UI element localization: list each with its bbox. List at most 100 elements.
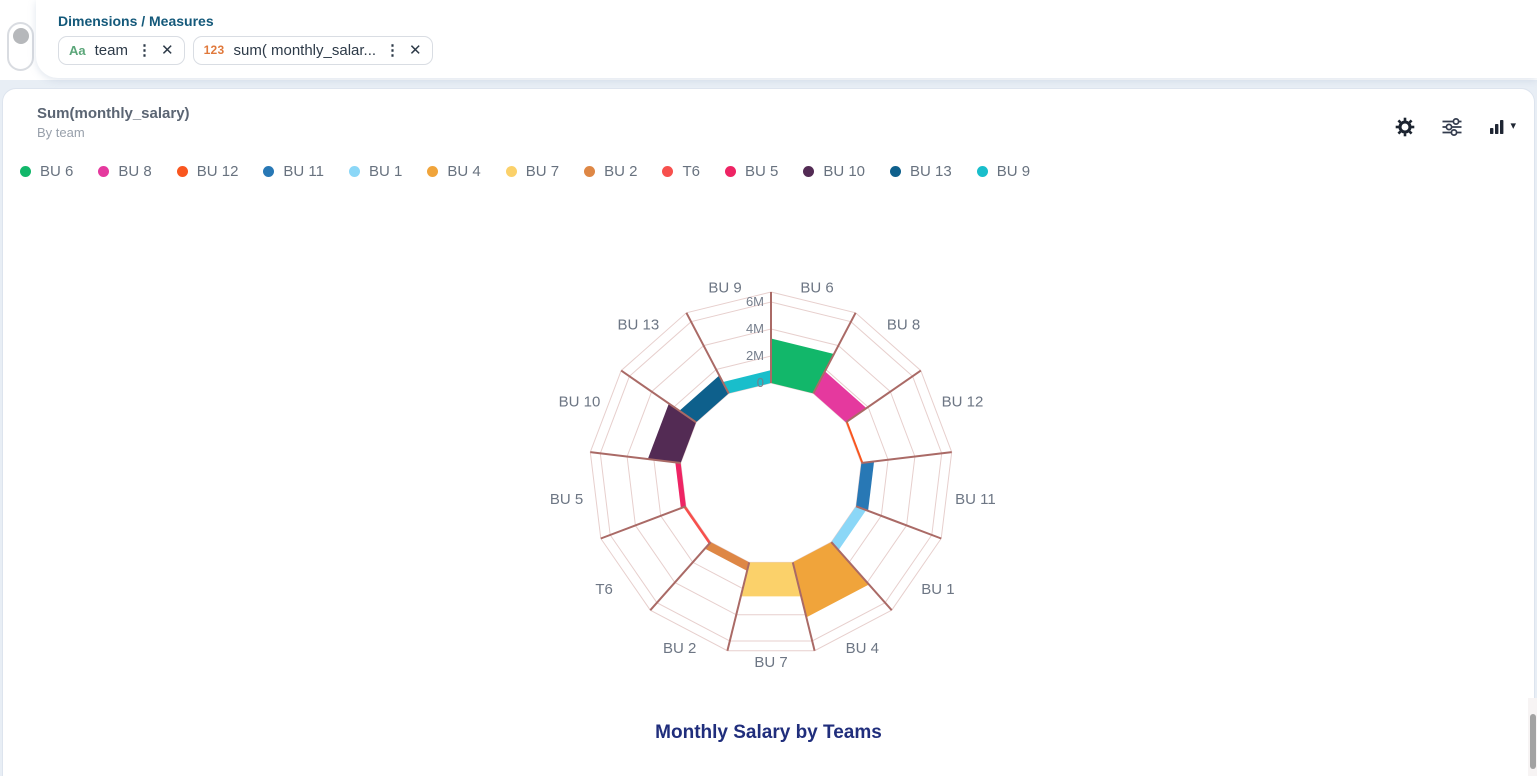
legend-item[interactable]: BU 13 xyxy=(890,163,952,180)
toggle-knob-icon xyxy=(12,28,29,44)
sector-bar[interactable] xyxy=(679,375,729,423)
category-label: BU 7 xyxy=(754,654,787,671)
card-toolbar: ▾ xyxy=(1395,113,1516,140)
legend-dot-icon xyxy=(584,165,596,177)
chart-card: Sum(monthly_salary) By team xyxy=(2,88,1535,776)
legend-item[interactable]: BU 1 xyxy=(349,163,402,180)
settings-button[interactable] xyxy=(1395,117,1415,137)
sector-bar[interactable] xyxy=(845,421,864,464)
category-label: BU 10 xyxy=(559,393,601,410)
bar-chart-icon xyxy=(1490,119,1504,134)
legend-label: BU 10 xyxy=(823,162,866,180)
grid-ring xyxy=(599,301,943,642)
grid-ring xyxy=(589,291,953,652)
category-label: BU 12 xyxy=(942,393,984,410)
legend-dot-icon xyxy=(803,165,815,177)
sector-divider xyxy=(726,562,751,651)
sector-bar[interactable] xyxy=(831,506,867,551)
sector-bar[interactable] xyxy=(675,462,686,509)
grid-ring xyxy=(626,328,916,616)
legend-item[interactable]: BU 9 xyxy=(976,162,1031,180)
legend-dot-icon xyxy=(98,165,110,177)
sector-bar[interactable] xyxy=(683,506,711,545)
sector-divider xyxy=(600,505,687,540)
top-band: Dimensions / Measures Aa team ⋮ ✕ 123 su… xyxy=(0,0,1537,80)
chip-label: team xyxy=(94,41,128,59)
legend-label: BU 5 xyxy=(744,162,779,180)
legend-item[interactable]: BU 12 xyxy=(176,162,239,180)
sector-divider xyxy=(649,541,712,611)
legend-dot-icon xyxy=(662,165,674,177)
legend-label: BU 7 xyxy=(525,162,560,180)
card-title: Sum(monthly_salary) xyxy=(37,105,190,122)
category-label: BU 4 xyxy=(846,640,879,657)
legend-dot-icon xyxy=(976,165,988,177)
chip-remove-icon[interactable]: ✕ xyxy=(160,42,174,59)
radial-tick-label: 6M xyxy=(746,294,764,309)
dimension-chip-team[interactable]: Aa team ⋮ ✕ xyxy=(58,36,185,65)
scrollbar-thumb[interactable] xyxy=(1530,714,1536,769)
card-subtitle: By team xyxy=(37,125,85,140)
chart-title: Monthly Salary by Teams xyxy=(655,722,882,743)
text-type-icon: Aa xyxy=(69,42,86,58)
sector-bar[interactable] xyxy=(771,338,834,394)
category-label: BU 1 xyxy=(921,581,954,598)
legend-label: BU 11 xyxy=(283,162,324,180)
category-label: BU 13 xyxy=(618,316,660,333)
sector-divider xyxy=(861,451,952,464)
filters-button[interactable] xyxy=(1441,117,1463,137)
radial-tick-label: 4M xyxy=(746,321,764,336)
sector-divider xyxy=(845,369,922,424)
radial-tick-label: 2M xyxy=(746,348,764,363)
chip-remove-icon[interactable]: ✕ xyxy=(409,42,422,59)
legend-label: BU 9 xyxy=(996,162,1031,180)
category-label: BU 8 xyxy=(887,316,920,333)
legend-item[interactable]: BU 8 xyxy=(98,163,152,180)
chart-type-button[interactable]: ▾ xyxy=(1489,119,1516,135)
sector-divider xyxy=(812,312,857,394)
chart-legend: BU 6 BU 8 BU 12 BU 11 BU 1 BU 4 BU 7 BU 2 T6 BU 5… xyxy=(3,162,1534,180)
category-label: BU 9 xyxy=(708,279,741,296)
category-label: BU 6 xyxy=(800,279,833,296)
sector-divider xyxy=(791,562,816,651)
sector-bar[interactable] xyxy=(792,542,869,618)
legend-dot-icon xyxy=(724,165,736,177)
sector-bar[interactable] xyxy=(647,403,697,464)
legend-item[interactable]: T6 xyxy=(662,163,700,180)
legend-item[interactable]: BU 7 xyxy=(505,162,560,180)
grid-ring xyxy=(653,355,889,590)
category-label: BU 2 xyxy=(663,640,696,657)
sector-bar[interactable] xyxy=(856,461,875,511)
legend-item[interactable]: BU 11 xyxy=(263,163,324,180)
chip-menu-icon[interactable]: ⋮ xyxy=(136,42,152,59)
collapse-toggle[interactable] xyxy=(7,22,34,71)
legend-item[interactable]: BU 4 xyxy=(427,162,481,180)
polar-chart-svg: 0 2M 4M 6M BU 6 BU 8 BU 12 BU 11 BU 1 BU 4 BU 7 BU … xyxy=(550,279,996,671)
legend-item[interactable]: BU 2 xyxy=(584,163,637,180)
sector-bar[interactable] xyxy=(813,371,867,423)
measure-chip-sum-monthly-salary[interactable]: 123 sum( monthly_salar... ⋮ ✕ xyxy=(192,36,433,65)
sector-divider xyxy=(590,451,681,464)
legend-item[interactable]: BU 5 xyxy=(724,162,779,180)
legend-item[interactable]: BU 10 xyxy=(803,163,865,180)
panel-title: Dimensions / Measures xyxy=(58,13,214,29)
legend-label: BU 6 xyxy=(40,162,74,180)
sector-divider xyxy=(620,369,697,424)
sector-divider xyxy=(830,541,893,611)
gear-icon xyxy=(1396,117,1415,136)
category-label: BU 11 xyxy=(955,491,996,508)
legend-dot-icon xyxy=(505,165,517,177)
sector-bar[interactable] xyxy=(722,370,771,394)
chip-menu-icon[interactable]: ⋮ xyxy=(385,42,401,59)
category-label: BU 5 xyxy=(550,491,583,508)
legend-label: BU 4 xyxy=(447,162,481,180)
sliders-icon xyxy=(1442,117,1462,136)
legend-label: BU 13 xyxy=(910,162,952,180)
sector-bar[interactable] xyxy=(740,562,802,597)
chip-label: sum( monthly_salar... xyxy=(233,41,377,59)
legend-item[interactable]: BU 6 xyxy=(20,163,73,180)
legend-dot-icon xyxy=(890,165,902,177)
card-header: Sum(monthly_salary) By team xyxy=(3,89,1534,140)
sector-bar[interactable] xyxy=(704,542,750,571)
legend-label: BU 12 xyxy=(196,162,239,180)
